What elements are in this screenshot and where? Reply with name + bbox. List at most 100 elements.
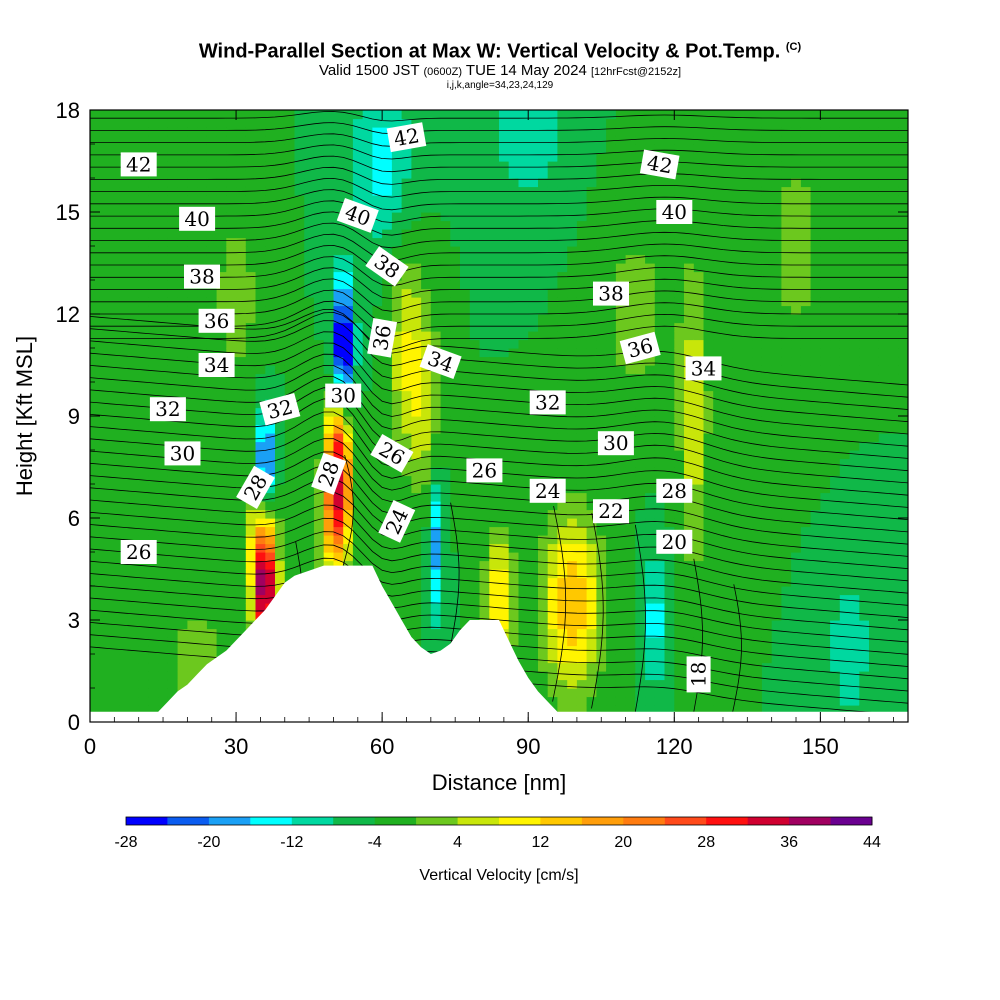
- field-cell: [586, 373, 597, 383]
- field-cell: [469, 433, 481, 443]
- field-cell: [206, 654, 218, 664]
- field-cell: [489, 186, 500, 196]
- field-cell: [586, 416, 597, 426]
- field-cell: [469, 178, 481, 188]
- field-cell: [499, 467, 510, 477]
- field-cell: [421, 314, 432, 324]
- field-cell: [99, 288, 110, 298]
- field-cell: [333, 203, 344, 213]
- field-cell: [489, 560, 500, 570]
- field-cell: [479, 127, 490, 137]
- field-cell: [557, 416, 568, 426]
- field-cell: [343, 543, 354, 553]
- field-cell: [314, 458, 325, 468]
- field-cell: [129, 424, 140, 434]
- field-cell: [460, 382, 471, 392]
- field-cell: [547, 178, 558, 188]
- field-cell: [557, 637, 568, 647]
- field-cell: [206, 288, 218, 298]
- field-cell: [352, 297, 364, 307]
- field-cell: [645, 416, 656, 426]
- field-cell: [197, 645, 208, 655]
- field-cell: [557, 594, 568, 604]
- field-cell: [314, 416, 325, 426]
- field-cell: [528, 195, 539, 205]
- field-cell: [508, 552, 519, 562]
- field-cell: [99, 705, 110, 715]
- field-cell: [109, 662, 120, 672]
- field-cell: [674, 603, 685, 613]
- field-cell: [469, 501, 481, 511]
- field-cell: [596, 603, 607, 613]
- field-cell: [567, 450, 578, 460]
- field-cell: [645, 373, 656, 383]
- field-cell: [314, 509, 325, 519]
- field-cell: [752, 518, 763, 528]
- field-cell: [323, 220, 334, 230]
- field-cell: [362, 178, 373, 188]
- field-cell: [167, 322, 179, 332]
- field-cell: [625, 161, 636, 171]
- field-cell: [109, 688, 120, 698]
- field-cell: [265, 373, 276, 383]
- field-cell: [148, 484, 159, 494]
- field-cell: [216, 577, 227, 587]
- field-cell: [187, 356, 198, 366]
- field-cell: [206, 254, 218, 264]
- field-cell: [732, 297, 743, 307]
- field-cell: [391, 475, 403, 485]
- field-cell: [450, 628, 461, 638]
- field-cell: [343, 407, 354, 417]
- field-cell: [576, 246, 588, 256]
- field-cell: [723, 356, 734, 366]
- field-cell: [343, 552, 354, 562]
- field-cell: [226, 450, 237, 460]
- field-cell: [576, 118, 588, 128]
- field-cell: [606, 424, 617, 434]
- field-cell: [245, 543, 257, 553]
- field-cell: [421, 407, 432, 417]
- field-cell: [187, 654, 198, 664]
- field-cell: [557, 263, 568, 273]
- field-cell: [625, 288, 636, 298]
- field-cell: [109, 467, 120, 477]
- field-cell: [489, 280, 500, 290]
- field-cell: [489, 331, 500, 341]
- field-cell: [684, 144, 695, 154]
- field-cell: [664, 314, 675, 324]
- field-cell: [284, 356, 296, 366]
- field-cell: [567, 492, 578, 502]
- field-cell: [314, 560, 325, 570]
- field-cell: [343, 501, 354, 511]
- field-cell: [761, 654, 773, 664]
- field-cell: [226, 501, 237, 511]
- field-cell: [138, 178, 149, 188]
- field-cell: [90, 645, 101, 655]
- field-cell: [547, 263, 558, 273]
- field-cell: [226, 118, 237, 128]
- field-cell: [187, 169, 198, 179]
- field-cell: [421, 467, 432, 477]
- field-cell: [547, 416, 558, 426]
- field-cell: [567, 254, 578, 264]
- field-cell: [304, 407, 315, 417]
- field-cell: [119, 203, 130, 213]
- field-cell: [684, 152, 695, 162]
- field-cell: [138, 382, 149, 392]
- field-cell: [129, 127, 140, 137]
- field-cell: [129, 365, 140, 375]
- field-cell: [635, 705, 646, 715]
- field-cell: [323, 314, 334, 324]
- field-cell: [538, 271, 549, 281]
- field-cell: [508, 645, 519, 655]
- field-cell: [411, 458, 422, 468]
- field-cell: [148, 246, 159, 256]
- field-cell: [109, 416, 120, 426]
- field-cell: [693, 178, 705, 188]
- field-cell: [430, 263, 442, 273]
- field-cell: [109, 475, 120, 485]
- field-cell: [440, 339, 451, 349]
- field-cell: [499, 611, 510, 621]
- field-cell: [645, 365, 656, 375]
- field-cell: [576, 620, 588, 630]
